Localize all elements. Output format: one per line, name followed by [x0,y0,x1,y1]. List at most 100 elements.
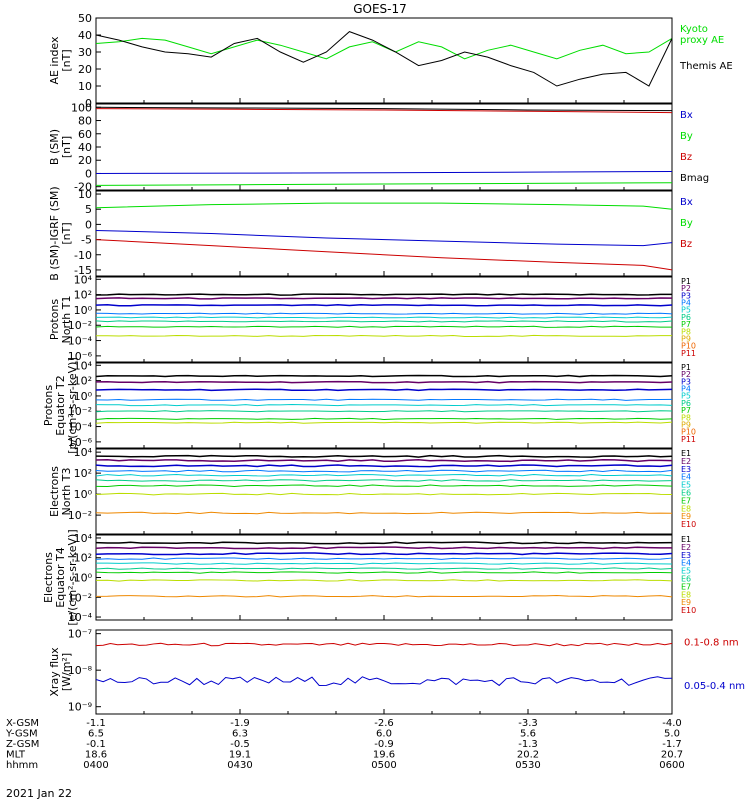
channel-e8 [95,492,673,496]
y-tick-label: 10⁻⁴ [68,421,93,434]
panel-6: 10⁴ 10² 10⁰ 10⁻² Electrons North T3 E1E2E3E4E5… [48,446,696,535]
series-by [95,202,673,210]
channel-p4 [95,312,673,315]
orbit-value: -4.0 [662,718,682,729]
orbit-value: 5.0 [664,729,680,740]
channel-label: E8 [681,590,691,599]
channel-label: P3 [681,377,691,386]
channel-p2 [95,297,673,300]
channel-e2 [95,459,673,463]
channel-e8 [95,579,673,582]
channel-e7 [95,571,673,574]
channel-label: E4 [681,559,691,568]
y-axis-label: B (SM)-IGRF (SM) [48,186,61,280]
channel-label: P4 [681,385,691,394]
y-tick-label: 10⁻² [68,591,92,604]
orbit-value: -1.1 [86,718,106,729]
channel-e3 [95,552,673,556]
y-axis-label: AE index [48,36,61,85]
channel-p5 [95,404,673,407]
y-tick-label: 10⁴ [74,532,93,545]
y-tick-label: 20 [78,154,92,167]
y-axis-label: Protons [48,299,61,340]
orbit-row-label: X-GSM [6,718,39,729]
channel-e5 [95,473,673,477]
legend-label: Bx [680,110,693,121]
channel-label: P1 [681,277,691,286]
y-tick-label: -5 [81,234,92,247]
channel-p3 [95,388,673,392]
y-tick-label: 10 [78,80,92,93]
channel-label: P3 [681,291,691,300]
legend-label: Bz [680,152,692,163]
y-tick-label: -20 [74,181,92,194]
channel-label: P5 [681,392,691,401]
channel-label: E2 [681,543,691,552]
y-axis-label: North T1 [60,296,73,344]
series-0-1-0-8-nm [95,642,673,647]
orbit-row-label: Y-GSM [5,729,38,740]
y-tick-label: 10² [74,289,92,302]
y-tick-label: 10⁻⁶ [68,436,93,449]
y-axis-label: B (SM) [48,129,61,165]
y-axis-label: [W/m²] [60,653,73,691]
channel-e5 [95,562,673,565]
channel-e4 [95,557,673,560]
channel-label: P5 [681,306,691,315]
series-bz [95,108,673,114]
channel-e6 [95,567,673,570]
orbit-value: 6.3 [232,729,248,740]
channel-label: E1 [681,535,691,544]
y-axis-label: Equator T2 [54,375,67,435]
orbit-row-label: hhmm [6,760,38,771]
y-tick-label: 10⁻⁶ [68,350,93,363]
channel-e7 [95,484,673,488]
y-axis-label: [nT] [60,136,73,158]
orbit-value: -0.5 [230,739,250,750]
channel-label: P7 [681,320,691,329]
y-tick-label: 80 [78,115,92,128]
y-tick-label: 10⁻⁸ [68,664,93,677]
orbit-value: 0400 [83,760,108,771]
orbit-value: -1.7 [662,739,682,750]
y-axis-label: North T3 [60,468,73,516]
series-0-05-0-4-nm [95,676,673,687]
panel-frame [95,629,673,715]
channel-label: P9 [681,334,691,343]
y-tick-label: 10⁰ [74,304,93,317]
orbit-value: 0500 [371,760,396,771]
channel-e9 [95,595,673,598]
panel-8: 10⁻⁷ 10⁻⁸ 10⁻⁹ Xray flux [W/m²] 0.1-0.8 nm 0.0… [48,628,745,715]
y-tick-label: 30 [78,46,92,59]
channel-e2 [95,546,673,550]
orbit-value: 6.5 [88,729,104,740]
orbit-value: 0600 [659,760,684,771]
channel-label: E2 [681,457,691,466]
channel-e1 [95,454,673,458]
channel-p4 [95,398,673,401]
orbit-value: 5.6 [520,729,536,740]
panel-3: 10 5 0 -5 -10 -15 B (SM)-IGRF (SM) [nT] Bx By Bz [48,186,693,280]
y-tick-label: 10⁻⁹ [68,701,92,714]
channel-label: E1 [681,449,691,458]
channel-e6 [95,479,673,482]
y-tick-label: 0 [85,218,92,231]
panel-frame [95,276,673,363]
legend-label: Bz [680,239,692,250]
channel-label: E10 [681,520,696,529]
y-axis-label: [nT] [60,49,73,71]
channel-label: P9 [681,420,691,429]
channel-label: P6 [681,313,691,322]
y-tick-label: 10 [78,188,92,201]
channel-label: E3 [681,551,691,560]
channel-e3 [95,464,673,468]
orbit-value: 19.1 [229,750,251,761]
series-by [95,182,673,186]
channel-label: P8 [681,413,691,422]
y-tick-label: 10⁻² [68,509,92,522]
panel-5: 10⁴ 10² 10⁰ 10⁻² 10⁻⁴ 10⁻⁶ Protons Equator T2 [p… [42,357,696,454]
legend-label: 0.1-0.8 nm [684,638,739,649]
